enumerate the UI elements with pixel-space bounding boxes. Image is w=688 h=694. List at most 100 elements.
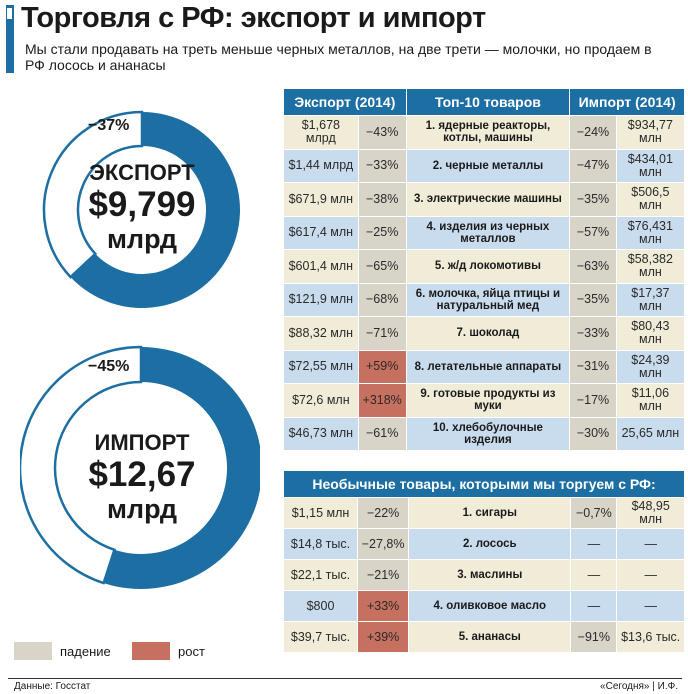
donut-slice-current [103, 347, 260, 589]
import-donut-chart [20, 345, 260, 589]
legend-rise: рост [132, 642, 205, 660]
export-change: −27,8% [358, 529, 409, 559]
goods-name: 8. летательные аппараты [406, 350, 570, 383]
import-value: — [617, 591, 684, 621]
unusual-row: $1,15 млн −22% 1. сигары −0,7% $48,95 млн [284, 498, 684, 528]
import-value: $17,37 млн [616, 283, 684, 316]
legend-fall: падение [14, 642, 111, 660]
import-change: −57% [570, 216, 616, 249]
import-change-label: −45% [88, 358, 130, 375]
goods-name: 4. изделия из черных металлов [406, 216, 570, 249]
goods-name: 1. ядерные реакторы, котлы, машины [406, 116, 570, 149]
import-change: −63% [570, 250, 616, 283]
top10-row: $121,9 млн −68% 6. молочка, яйца птицы и н… [284, 283, 684, 316]
goods-name: 2. лосось [409, 529, 571, 559]
legend-fall-swatch [14, 642, 52, 660]
export-donut-center: ЭКСПОРТ $9,799 млрд [62, 160, 222, 255]
goods-name: 4. оливковое масло [409, 591, 571, 621]
import-value: $13,6 тыс. [617, 622, 684, 652]
import-change: −30% [570, 417, 616, 450]
export-change: −25% [358, 216, 406, 249]
export-change: +318% [358, 384, 406, 417]
export-change: −71% [358, 317, 406, 350]
import-value: $11,06 млн [616, 384, 684, 417]
unusual-goods-header: Необычные товары, которыми мы торгуем с … [284, 471, 684, 497]
export-total: $9,799 [88, 185, 196, 224]
page-title: Торговля с РФ: экспорт и импорт [21, 2, 486, 34]
import-change: −33% [570, 317, 616, 350]
donut-slice-decline [20, 345, 143, 585]
export-change: −43% [358, 116, 406, 149]
top10-row: $46,73 млн −61% 10. хлебобулочные изделия −… [284, 417, 684, 450]
top10-row: $601,4 млн −65% 5. ж/д локомотивы −63% $58,3… [284, 250, 684, 283]
import-value: $506,5 млн [616, 183, 684, 216]
import-change: — [571, 560, 617, 590]
import-value: $80,43 млн [616, 317, 684, 350]
top10-row: $671,9 млн −38% 3. электрические машины −35… [284, 183, 684, 216]
goods-name: 5. ананасы [409, 622, 571, 652]
import-value: $76,431 млн [616, 216, 684, 249]
export-change: −21% [358, 560, 409, 590]
export-value: $617,4 млн [284, 216, 358, 249]
export-change-label: −37% [88, 117, 130, 134]
export-title: ЭКСПОРТ [89, 160, 195, 185]
goods-column-header: Топ-10 товаров [406, 89, 570, 115]
import-total: $12,67 [88, 455, 196, 494]
import-value: — [617, 560, 684, 590]
donut-slice-current [70, 112, 241, 308]
import-change: −31% [570, 350, 616, 383]
top10-row: $88,32 млн −71% 7. шоколад −33% $80,43 млн [284, 317, 684, 350]
import-value: $58,382 млн [616, 250, 684, 283]
unusual-goods-table: Необычные товары, которыми мы торгуем с … [283, 470, 685, 653]
export-value: $72,6 млн [284, 384, 358, 417]
footer-source: Данные: Госстат [14, 681, 91, 692]
import-column-header: Импорт (2014) [570, 89, 684, 115]
export-value: $601,4 млн [284, 250, 358, 283]
top10-row: $72,6 млн +318% 9. готовые продукты из мук… [284, 384, 684, 417]
export-change: +33% [358, 591, 409, 621]
export-change: −33% [358, 149, 406, 182]
export-value: $1,15 млн [284, 498, 358, 528]
import-change: −35% [570, 283, 616, 316]
import-value: $48,95 млн [617, 498, 684, 528]
export-change: −65% [358, 250, 406, 283]
unusual-row: $14,8 тыс. −27,8% 2. лосось — — [284, 529, 684, 559]
import-value: $434,01 млн [616, 149, 684, 182]
export-value: $22,1 тыс. [284, 560, 358, 590]
goods-name: 1. сигары [409, 498, 571, 528]
import-donut-center: ИМПОРТ $12,67 млрд [62, 430, 222, 525]
export-value: $1,44 млрд [284, 149, 358, 182]
export-column-header: Экспорт (2014) [284, 89, 406, 115]
import-change: −0,7% [571, 498, 617, 528]
export-change: −38% [358, 183, 406, 216]
export-value: $72,55 млн [284, 350, 358, 383]
goods-name: 2. черные металлы [406, 149, 570, 182]
import-value: 25,65 млн [616, 417, 684, 450]
export-donut-chart [42, 110, 241, 308]
import-change: — [571, 591, 617, 621]
import-change: −91% [571, 622, 617, 652]
import-change: −35% [570, 183, 616, 216]
export-value: $121,9 млн [284, 283, 358, 316]
import-change: −17% [570, 384, 616, 417]
goods-name: 3. маслины [409, 560, 571, 590]
export-value: $14,8 тыс. [284, 529, 358, 559]
unusual-row: $800 +33% 4. оливковое масло — — [284, 591, 684, 621]
footer-credit: «Сегодня» | И.Ф. [600, 681, 678, 692]
import-value: $24,39 млн [616, 350, 684, 383]
goods-name: 10. хлебобулочные изделия [406, 417, 570, 450]
export-value: $46,73 млн [284, 417, 358, 450]
export-value: $800 [284, 591, 358, 621]
goods-name: 6. молочка, яйца птицы и натуральный мед [406, 283, 570, 316]
goods-name: 5. ж/д локомотивы [406, 250, 570, 283]
import-change: −24% [570, 116, 616, 149]
page-subtitle: Мы стали продавать на треть меньше черны… [25, 41, 652, 73]
import-change: −47% [570, 149, 616, 182]
goods-name: 7. шоколад [406, 317, 570, 350]
goods-name: 3. электрические машины [406, 183, 570, 216]
top10-row: $72,55 млн +59% 8. летательные аппараты −31… [284, 350, 684, 383]
export-value: $671,9 млн [284, 183, 358, 216]
top10-table: Экспорт (2014) Топ-10 товаров Импорт (20… [283, 88, 685, 451]
export-value: $1,678 млрд [284, 116, 358, 149]
top10-row: $1,678 млрд −43% 1. ядерные реакторы, котл… [284, 116, 684, 149]
